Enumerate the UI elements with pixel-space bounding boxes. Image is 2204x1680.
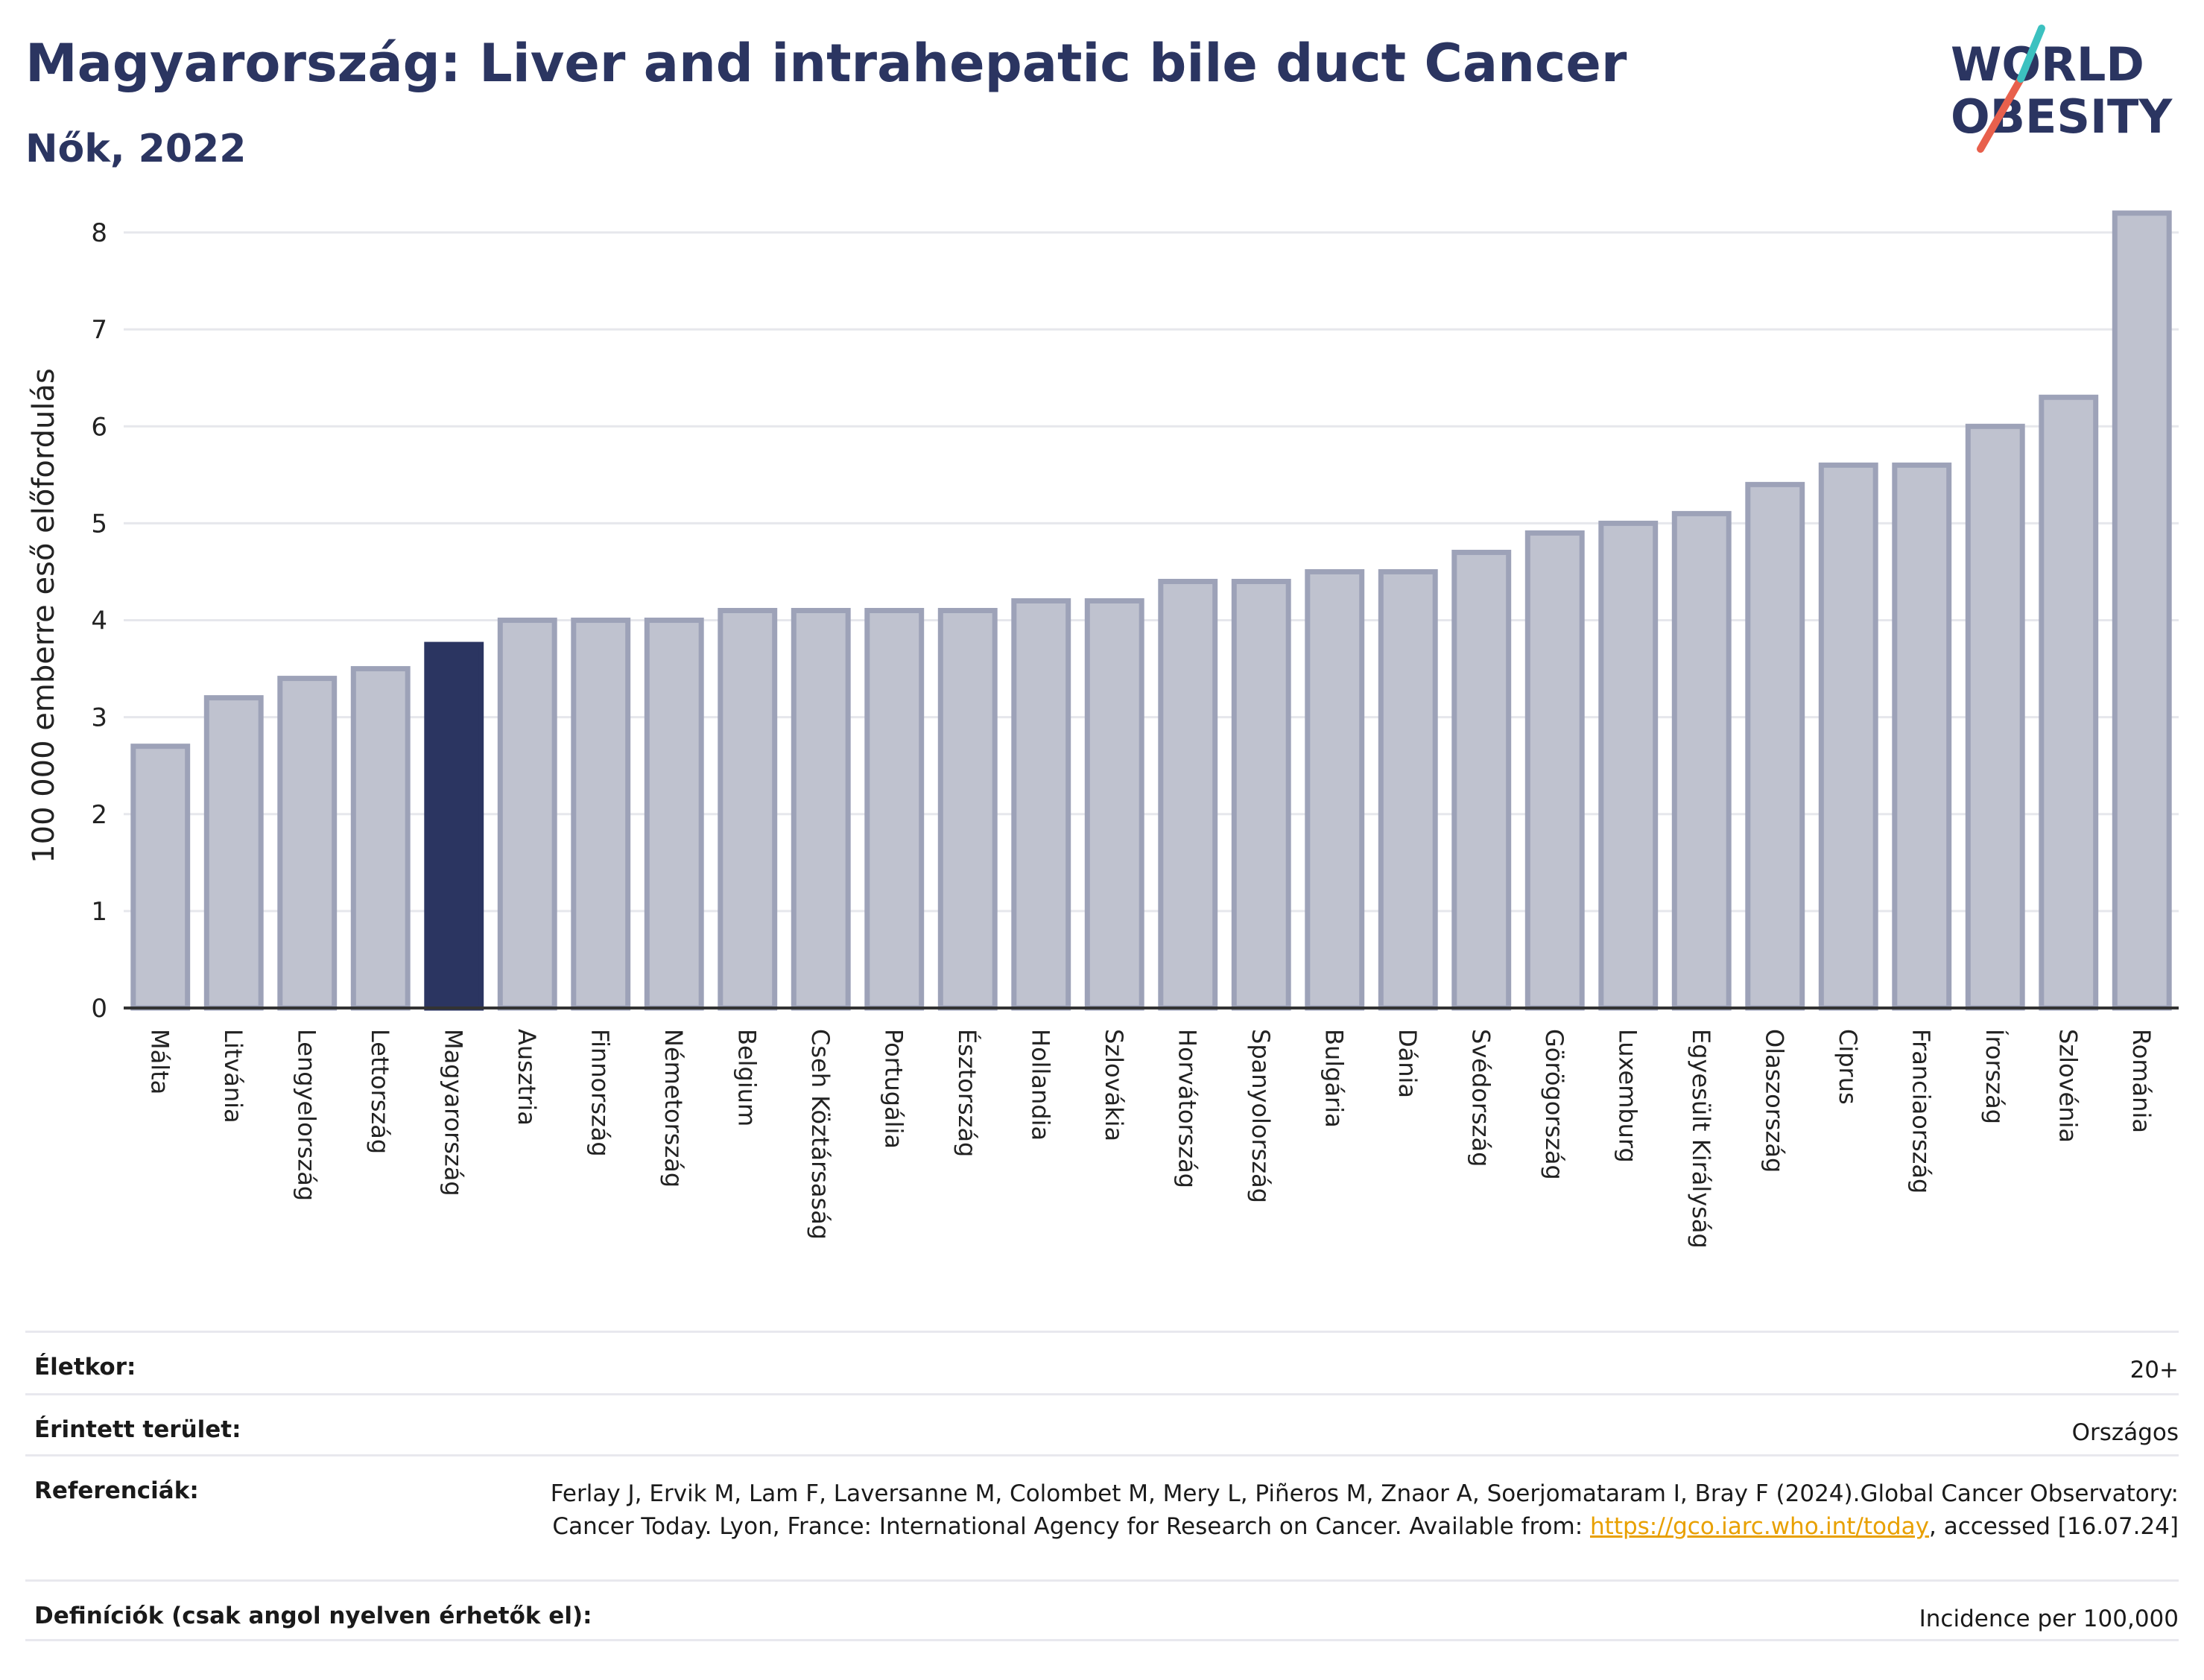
bar-chart: 0 1 2 3 4 5 6 7 8 Málta Litvánia Lengyelország Lett… (27, 210, 2179, 1249)
x-tick-label-2: Lengyelország (292, 1029, 320, 1201)
y-axis-ticks: 0 1 2 3 4 5 6 7 8 (91, 218, 107, 1024)
info-row-references: Referenciák: Ferlay J, Ervik M, Lam F, L… (25, 1454, 2179, 1579)
bar-19 (1524, 530, 1585, 1011)
refs-text-after: , accessed [16.07.24] (1928, 1513, 2179, 1540)
bar-8 (718, 608, 778, 1011)
info-refs-label: Referenciák: (34, 1477, 199, 1504)
bar-7 (644, 618, 704, 1011)
bar-2 (277, 676, 338, 1011)
refs-text-before: Ferlay J, Ervik M, Lam F, Laversanne M, … (550, 1480, 2179, 1540)
x-tick-label-3: Lettország (366, 1029, 394, 1154)
x-tick-label-16: Bulgária (1320, 1029, 1348, 1128)
bar-22 (1745, 481, 1805, 1011)
x-tick-label-1: Litvánia (219, 1029, 247, 1123)
x-tick-label-11: Észtország (953, 1029, 981, 1157)
y-tick-label: 3 (91, 703, 107, 733)
bar-0 (130, 744, 191, 1011)
x-tick-label-13: Szlovákia (1100, 1029, 1128, 1141)
bar-20 (1598, 520, 1659, 1011)
bar-17 (1378, 568, 1438, 1011)
x-tick-label-15: Spanyolország (1247, 1029, 1275, 1203)
y-axis-label: 100 000 emberre eső előfordulás (27, 368, 61, 863)
y-tick-label: 0 (91, 994, 107, 1024)
x-tick-label-5: Ausztria (513, 1029, 541, 1126)
y-tick-label: 7 (91, 315, 107, 345)
x-tick-label-8: Belgium (732, 1029, 761, 1126)
info-row-age: Életkor: 20+ (25, 1331, 2179, 1393)
bar-4 (424, 641, 484, 1011)
x-tick-label-23: Ciprus (1834, 1029, 1862, 1105)
x-tick-label-6: Finnország (586, 1029, 614, 1157)
x-tick-label-26: Szlovénia (2053, 1029, 2082, 1143)
x-tick-label-0: Málta (145, 1029, 174, 1094)
x-tick-label-4: Magyarország (439, 1029, 467, 1196)
x-tick-label-7: Németország (659, 1029, 688, 1188)
x-tick-label-18: Svédország (1466, 1029, 1495, 1167)
bar-11 (937, 608, 998, 1011)
y-tick-label: 5 (91, 509, 107, 539)
logo-slash-teal (2017, 25, 2045, 83)
info-defs-label: Definíciók (csak angol nyelven érhetők e… (34, 1603, 592, 1629)
bar-25 (1965, 423, 2025, 1011)
bar-16 (1305, 568, 1365, 1011)
x-tick-label-9: Cseh Köztársaság (806, 1029, 835, 1240)
info-age-value: 20+ (2129, 1357, 2179, 1383)
info-row-definitions: Definíciók (csak angol nyelven érhetők e… (25, 1579, 2179, 1639)
bar-3 (350, 666, 411, 1011)
x-axis-labels: Málta Litvánia Lengyelország Lettország Magy… (145, 1029, 2156, 1249)
bar-6 (571, 618, 631, 1011)
bar-27 (2112, 210, 2172, 1011)
logo-line-1: WORLD (1951, 37, 2144, 92)
bar-1 (203, 695, 264, 1011)
world-obesity-logo: WORLD OBESITY (1951, 25, 2173, 153)
bar-23 (1818, 462, 1878, 1011)
bar-24 (1892, 462, 1952, 1011)
x-tick-label-27: Románia (2127, 1029, 2156, 1133)
info-area-label: Érintett terület: (34, 1416, 241, 1443)
info-defs-value: Incidence per 100,000 (1919, 1605, 2179, 1632)
bar-5 (497, 618, 557, 1011)
chart-title: Magyarország: Liver and intrahepatic bil… (25, 33, 1627, 94)
x-tick-label-24: Franciaország (1907, 1029, 1935, 1194)
x-tick-label-17: Dánia (1393, 1029, 1422, 1098)
refs-link[interactable]: https://gco.iarc.who.int/today (1590, 1513, 1929, 1540)
y-tick-label: 8 (91, 218, 107, 248)
info-age-label: Életkor: (34, 1354, 136, 1381)
bar-13 (1084, 598, 1144, 1011)
bar-21 (1671, 510, 1732, 1011)
bar-10 (864, 608, 925, 1011)
bar-14 (1158, 578, 1218, 1011)
bottom-rule (25, 1639, 2179, 1641)
bar-18 (1451, 549, 1512, 1011)
x-tick-label-21: Egyesült Királyság (1687, 1029, 1715, 1249)
bar-12 (1011, 598, 1071, 1011)
bar-15 (1231, 578, 1291, 1011)
x-tick-label-10: Portugália (879, 1029, 908, 1149)
x-tick-label-22: Olaszország (1760, 1029, 1788, 1173)
y-tick-label: 1 (91, 897, 107, 927)
x-tick-label-14: Horvátország (1173, 1029, 1201, 1188)
x-tick-label-19: Görögország (1540, 1029, 1568, 1180)
bar-9 (791, 608, 851, 1011)
bars (130, 210, 2172, 1011)
x-tick-label-25: Írország (1980, 1029, 2009, 1124)
x-tick-label-20: Luxemburg (1613, 1029, 1641, 1163)
info-refs-value: Ferlay J, Ervik M, Lam F, Laversanne M, … (539, 1456, 2179, 1543)
y-tick-label: 2 (91, 800, 107, 830)
x-tick-label-12: Hollandia (1026, 1029, 1054, 1141)
chart-subtitle: Nők, 2022 (25, 127, 247, 171)
y-tick-label: 4 (91, 606, 107, 636)
y-tick-label: 6 (91, 412, 107, 442)
bar-26 (2039, 394, 2099, 1011)
info-area-value: Országos (2071, 1419, 2179, 1446)
logo-slash-red (1977, 75, 2024, 153)
info-row-area: Érintett terület: Országos (25, 1393, 2179, 1454)
